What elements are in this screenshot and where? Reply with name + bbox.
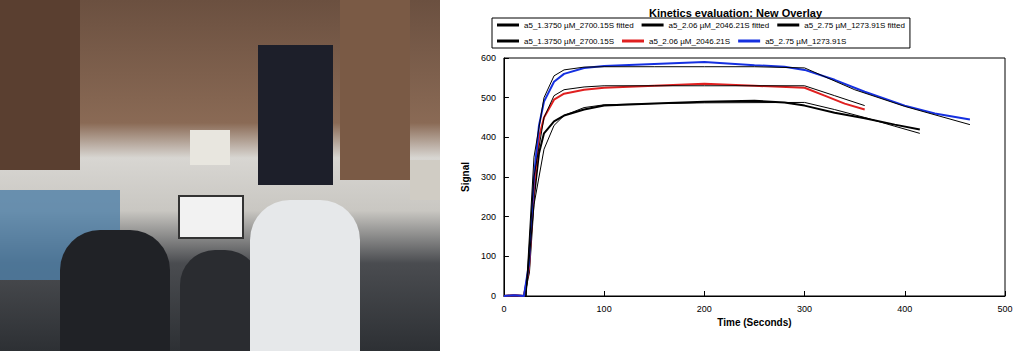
svg-text:200: 200 (481, 212, 496, 222)
svg-text:Time (Seconds): Time (Seconds) (717, 317, 791, 328)
svg-text:a5_2.75 µM_1273.91S: a5_2.75 µM_1273.91S (765, 37, 846, 46)
svg-text:500: 500 (997, 304, 1012, 314)
svg-text:a5_1.3750 µM_2700.15S: a5_1.3750 µM_2700.15S (524, 37, 614, 46)
svg-text:200: 200 (697, 304, 712, 314)
svg-text:Signal: Signal (460, 162, 471, 192)
svg-text:a5_2.06 µM_2046.21S: a5_2.06 µM_2046.21S (649, 37, 730, 46)
svg-text:0: 0 (491, 291, 496, 301)
svg-text:Kinetics evaluation: New Overl: Kinetics evaluation: New Overlay (649, 7, 823, 19)
svg-text:100: 100 (481, 251, 496, 261)
svg-text:400: 400 (897, 304, 912, 314)
svg-text:a5_1.3750 µM_2700.15S fitted: a5_1.3750 µM_2700.15S fitted (524, 21, 634, 30)
svg-text:600: 600 (481, 53, 496, 63)
svg-text:100: 100 (597, 304, 612, 314)
svg-text:300: 300 (481, 172, 496, 182)
svg-text:a5_2.06 µM_2046.21S fitted: a5_2.06 µM_2046.21S fitted (669, 21, 770, 30)
svg-text:300: 300 (797, 304, 812, 314)
svg-text:500: 500 (481, 93, 496, 103)
svg-text:400: 400 (481, 132, 496, 142)
svg-text:a5_2.75 µM_1273.91S fitted: a5_2.75 µM_1273.91S fitted (804, 21, 905, 30)
svg-text:0: 0 (501, 304, 506, 314)
